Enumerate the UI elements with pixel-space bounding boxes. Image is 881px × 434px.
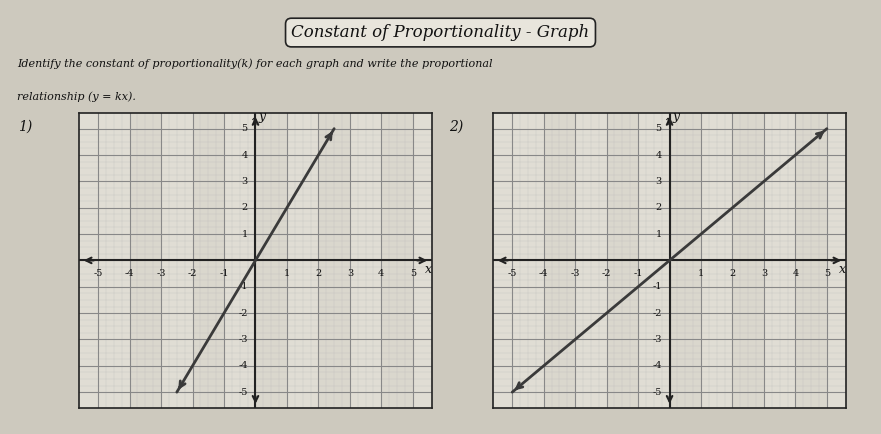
Text: 2: 2 bbox=[315, 269, 322, 278]
Bar bbox=[544, 113, 575, 408]
Text: -5: -5 bbox=[238, 388, 248, 397]
Bar bbox=[796, 113, 827, 408]
Text: 4: 4 bbox=[241, 151, 248, 160]
Text: -4: -4 bbox=[652, 361, 662, 370]
Text: -2: -2 bbox=[602, 269, 611, 278]
Text: -4: -4 bbox=[125, 269, 135, 278]
Text: -1: -1 bbox=[219, 269, 229, 278]
Bar bbox=[732, 113, 764, 408]
Bar bbox=[255, 113, 287, 408]
Text: 5: 5 bbox=[410, 269, 416, 278]
Text: -4: -4 bbox=[238, 361, 248, 370]
Text: x: x bbox=[425, 263, 432, 276]
Text: Identify the constant of proportionality(k) for each graph and write the proport: Identify the constant of proportionality… bbox=[18, 58, 492, 69]
Text: 2): 2) bbox=[449, 119, 463, 133]
Text: relationship (y = kx).: relationship (y = kx). bbox=[18, 92, 137, 102]
Text: -1: -1 bbox=[633, 269, 643, 278]
Text: -2: -2 bbox=[652, 309, 662, 318]
Text: 3: 3 bbox=[655, 177, 662, 186]
Text: -5: -5 bbox=[507, 269, 517, 278]
Text: 5: 5 bbox=[241, 124, 248, 133]
Text: -1: -1 bbox=[238, 282, 248, 291]
Text: -4: -4 bbox=[539, 269, 549, 278]
Text: y: y bbox=[259, 109, 266, 122]
Text: -2: -2 bbox=[238, 309, 248, 318]
Text: Constant of Proportionality - Graph: Constant of Proportionality - Graph bbox=[292, 24, 589, 41]
Bar bbox=[607, 113, 638, 408]
Text: -3: -3 bbox=[652, 335, 662, 344]
Text: ↑: ↑ bbox=[664, 117, 672, 127]
Text: 1: 1 bbox=[655, 230, 662, 239]
Text: 5: 5 bbox=[655, 124, 662, 133]
Text: 4: 4 bbox=[378, 269, 384, 278]
Text: 3: 3 bbox=[347, 269, 353, 278]
Text: 2: 2 bbox=[655, 203, 662, 212]
Text: 3: 3 bbox=[241, 177, 248, 186]
Text: 3: 3 bbox=[761, 269, 767, 278]
Text: -3: -3 bbox=[238, 335, 248, 344]
Text: x: x bbox=[839, 263, 846, 276]
Bar bbox=[318, 113, 350, 408]
Text: 1: 1 bbox=[284, 269, 290, 278]
Bar bbox=[130, 113, 161, 408]
Text: y: y bbox=[673, 109, 680, 122]
Text: -2: -2 bbox=[188, 269, 197, 278]
Bar bbox=[193, 113, 224, 408]
Bar bbox=[670, 113, 701, 408]
Text: 2: 2 bbox=[729, 269, 736, 278]
Text: -5: -5 bbox=[93, 269, 103, 278]
Text: 1): 1) bbox=[18, 119, 32, 133]
Text: -3: -3 bbox=[570, 269, 580, 278]
Text: 1: 1 bbox=[698, 269, 704, 278]
Text: 4: 4 bbox=[655, 151, 662, 160]
Text: -1: -1 bbox=[652, 282, 662, 291]
Text: -5: -5 bbox=[652, 388, 662, 397]
Bar bbox=[381, 113, 413, 408]
Text: ↑: ↑ bbox=[250, 117, 258, 127]
Text: 4: 4 bbox=[792, 269, 798, 278]
Text: 5: 5 bbox=[824, 269, 830, 278]
Text: 2: 2 bbox=[241, 203, 248, 212]
Text: 1: 1 bbox=[241, 230, 248, 239]
Text: -3: -3 bbox=[156, 269, 166, 278]
